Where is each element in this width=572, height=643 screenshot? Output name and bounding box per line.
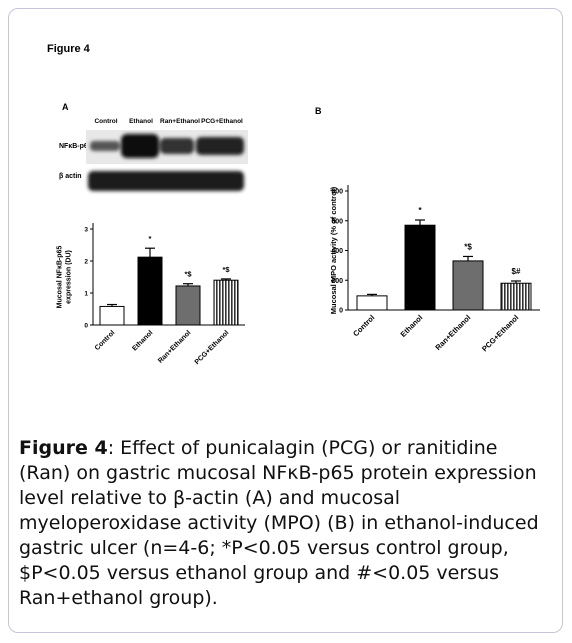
significance-label: *$	[184, 270, 192, 279]
bar	[452, 260, 484, 311]
blot-row-label: NFκB-p65	[59, 143, 92, 150]
y-tick-label: 2	[84, 259, 88, 266]
caption-text: : Effect of punicalagin (PCG) or ranitid…	[19, 437, 539, 609]
significance-label: *	[418, 206, 422, 215]
caption-label: Figure 4	[19, 437, 108, 459]
y-axis-label: Mucosal NFκB-p65	[57, 246, 64, 309]
y-tick-label: 0	[84, 323, 88, 330]
y-axis-label: expression (DU)	[66, 250, 73, 304]
y-tick-label: 800	[331, 189, 343, 196]
lane-label: Control	[94, 118, 117, 125]
x-tick-label: Ran+Ethanol	[433, 313, 472, 352]
bar	[356, 295, 388, 311]
figure-label: Figure 4	[47, 43, 91, 55]
y-tick-label: 200	[331, 278, 343, 285]
significance-label: *$	[222, 265, 230, 274]
significance-label: *	[149, 234, 152, 243]
blot-row-label: β actin	[59, 173, 82, 180]
panel-label: A	[62, 102, 69, 112]
bar	[137, 256, 163, 326]
caption: Figure 4: Effect of punicalagin (PCG) or…	[19, 436, 554, 611]
y-tick-label: 1	[84, 291, 88, 298]
y-tick-label: 600	[331, 218, 343, 225]
x-tick-label: PCG+Ethanol	[194, 329, 231, 366]
blot: Control Ethanol Ran+Ethanol PCG+Ethanol …	[59, 118, 248, 191]
lane-label: Ran+Ethanol	[160, 118, 200, 125]
lane-label: Ethanol	[129, 118, 153, 125]
y-tick-label: 0	[339, 308, 343, 315]
significance-label: $#	[512, 267, 521, 276]
figure: Figure 4 Control Ethanol Ran+Ethanol PCG…	[47, 43, 540, 366]
panel-label: B	[315, 106, 322, 116]
bar	[175, 285, 201, 326]
lane-label: PCG+Ethanol	[201, 118, 243, 125]
x-tick-label: Control	[351, 313, 376, 338]
y-tick-label: 400	[331, 248, 343, 255]
frame	[8, 8, 563, 633]
significance-label: *$	[464, 242, 472, 251]
y-tick-label: 3	[84, 227, 88, 234]
blot-bands	[88, 134, 244, 191]
x-tick-label: PCG+Ethanol	[480, 313, 520, 353]
bar	[213, 279, 239, 326]
x-tick-label: Control	[94, 329, 117, 352]
bar	[500, 282, 532, 311]
bar	[99, 305, 125, 326]
y-axis-label: Mucosal MPO activity (% of control)	[329, 186, 338, 314]
x-tick-label: Ethanol	[399, 313, 425, 339]
bar	[404, 224, 436, 311]
x-tick-label: Ran+Ethanol	[157, 329, 192, 364]
x-tick-label: Ethanol	[131, 329, 154, 352]
